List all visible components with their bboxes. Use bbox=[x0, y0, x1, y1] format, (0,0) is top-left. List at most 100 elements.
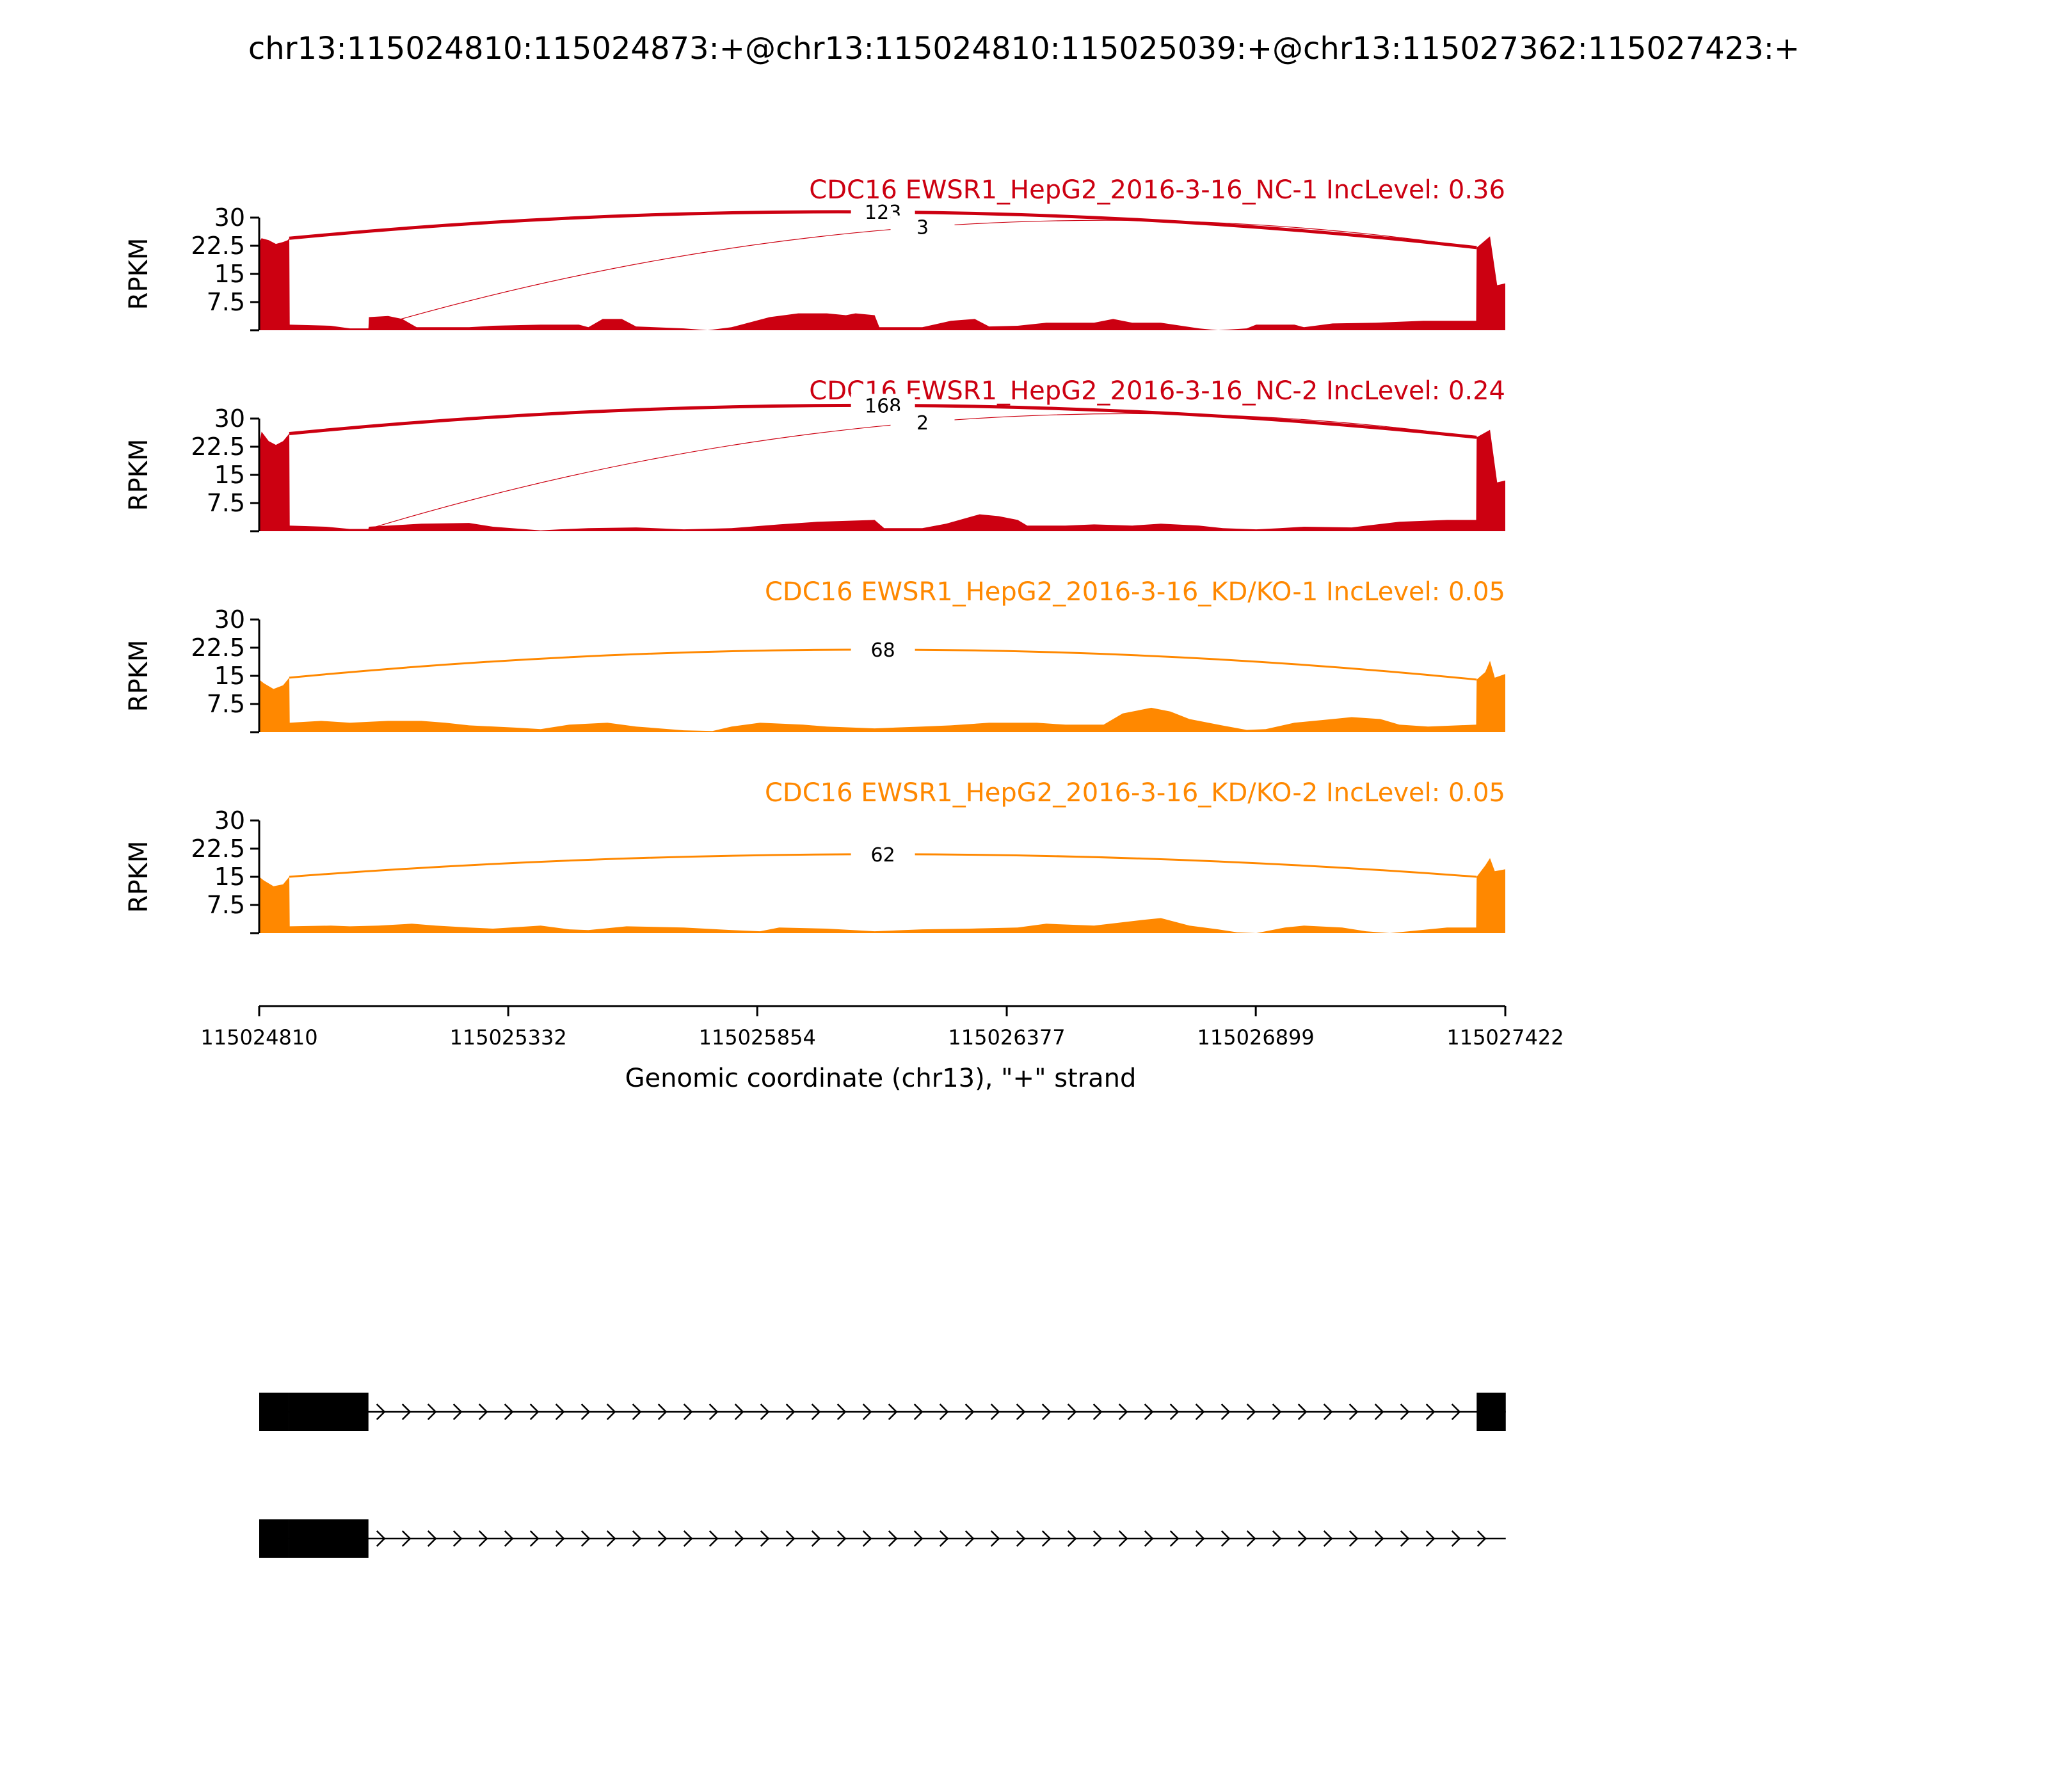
strand-arrow bbox=[990, 1530, 1000, 1547]
strand-arrow bbox=[1016, 1530, 1026, 1547]
x-tick-label: 115025854 bbox=[699, 1025, 816, 1050]
strand-arrow bbox=[964, 1404, 975, 1420]
y-tick-label: 22.5 bbox=[191, 634, 245, 662]
y-tick-label: 15 bbox=[214, 662, 245, 690]
strand-arrow bbox=[1323, 1404, 1333, 1420]
strand-arrow bbox=[657, 1404, 668, 1420]
junction-count-bg bbox=[890, 215, 955, 239]
gene-models bbox=[259, 1393, 1506, 1558]
strand-arrow bbox=[632, 1404, 642, 1420]
genomic-x-axis: Genomic coordinate (chr13), "+" strand 1… bbox=[200, 1005, 1564, 1093]
strand-arrow bbox=[1246, 1530, 1256, 1547]
exon-block bbox=[289, 1393, 369, 1431]
y-axis-label: RPKM bbox=[124, 640, 154, 712]
strand-arrow bbox=[1425, 1404, 1436, 1420]
strand-arrow bbox=[452, 1404, 463, 1420]
x-tick-label: 115024810 bbox=[200, 1025, 317, 1050]
strand-arrow bbox=[990, 1404, 1000, 1420]
transcript-1 bbox=[259, 1393, 1506, 1431]
y-tick-label: 7.5 bbox=[207, 891, 245, 919]
strand-arrow bbox=[376, 1404, 386, 1420]
strand-arrow bbox=[785, 1404, 796, 1420]
strand-arrow bbox=[1169, 1530, 1180, 1547]
strand-arrow bbox=[1144, 1530, 1154, 1547]
strand-arrow bbox=[1169, 1404, 1180, 1420]
strand-arrow bbox=[708, 1530, 719, 1547]
junction-count-bg bbox=[851, 842, 915, 866]
strand-arrow bbox=[811, 1530, 821, 1547]
strand-arrow bbox=[760, 1404, 770, 1420]
strand-arrow bbox=[1220, 1530, 1231, 1547]
strand-arrow bbox=[427, 1530, 437, 1547]
y-tick-label: 30 bbox=[214, 204, 245, 232]
strand-arrow bbox=[913, 1530, 924, 1547]
strand-arrow bbox=[913, 1404, 924, 1420]
strand-arrow bbox=[427, 1404, 437, 1420]
strand-arrow bbox=[964, 1530, 975, 1547]
strand-arrow bbox=[504, 1530, 514, 1547]
x-tick-label: 115026899 bbox=[1197, 1025, 1315, 1050]
strand-arrow bbox=[529, 1530, 540, 1547]
strand-arrow bbox=[836, 1530, 847, 1547]
strand-arrow bbox=[452, 1530, 463, 1547]
sample-title: CDC16 EWSR1_HepG2_2016-3-16_KD/KO-2 IncL… bbox=[765, 778, 1505, 808]
sample-title: CDC16 EWSR1_HepG2_2016-3-16_NC-1 IncLeve… bbox=[809, 175, 1505, 205]
strand-arrow bbox=[1272, 1530, 1282, 1547]
strand-arrow bbox=[1246, 1404, 1256, 1420]
strand-arrow bbox=[1220, 1404, 1231, 1420]
strand-arrow bbox=[939, 1530, 949, 1547]
y-tick-label: 15 bbox=[214, 461, 245, 489]
x-tick-label: 115025332 bbox=[449, 1025, 566, 1050]
strand-arrow bbox=[1348, 1404, 1359, 1420]
strand-arrow bbox=[836, 1404, 847, 1420]
strand-arrow bbox=[1297, 1530, 1308, 1547]
y-tick-label: 30 bbox=[214, 404, 245, 433]
y-axis-label: RPKM bbox=[124, 841, 154, 913]
strand-arrow bbox=[555, 1530, 565, 1547]
strand-arrow bbox=[1118, 1404, 1128, 1420]
strand-arrow bbox=[478, 1404, 488, 1420]
strand-arrow bbox=[580, 1404, 591, 1420]
strand-arrow bbox=[401, 1404, 412, 1420]
exon-block bbox=[259, 1393, 289, 1431]
strand-arrow bbox=[888, 1530, 898, 1547]
junction-count-bg bbox=[851, 637, 915, 661]
strand-arrow bbox=[1041, 1404, 1052, 1420]
strand-arrow bbox=[1195, 1404, 1205, 1420]
strand-arrow bbox=[504, 1404, 514, 1420]
strand-arrow bbox=[478, 1530, 488, 1547]
exon-block bbox=[289, 1519, 369, 1558]
y-tick-label: 7.5 bbox=[207, 690, 245, 718]
strand-arrow bbox=[1297, 1404, 1308, 1420]
exon-block bbox=[259, 1519, 289, 1558]
junction-count-bg bbox=[890, 410, 955, 434]
strand-arrow bbox=[1374, 1404, 1384, 1420]
strand-arrow bbox=[1118, 1530, 1128, 1547]
y-tick-label: 30 bbox=[214, 605, 245, 634]
strand-arrow bbox=[1092, 1404, 1103, 1420]
strand-arrow bbox=[606, 1530, 616, 1547]
coverage-area-2 bbox=[259, 429, 1505, 531]
strand-arrow bbox=[1016, 1404, 1026, 1420]
strand-arrow bbox=[785, 1530, 796, 1547]
strand-arrow bbox=[580, 1530, 591, 1547]
exon-block bbox=[1476, 1393, 1506, 1431]
strand-arrow bbox=[529, 1404, 540, 1420]
coverage-area-4 bbox=[259, 858, 1505, 933]
strand-arrow bbox=[862, 1530, 872, 1547]
strand-arrow bbox=[606, 1404, 616, 1420]
strand-arrow bbox=[1195, 1530, 1205, 1547]
strand-arrow bbox=[1067, 1404, 1077, 1420]
coverage-area-3 bbox=[259, 660, 1505, 732]
strand-arrow bbox=[555, 1404, 565, 1420]
x-tick-label: 115027422 bbox=[1446, 1025, 1564, 1050]
strand-arrow bbox=[734, 1530, 744, 1547]
coverage-area-1 bbox=[259, 236, 1505, 330]
strand-arrow bbox=[376, 1530, 386, 1547]
